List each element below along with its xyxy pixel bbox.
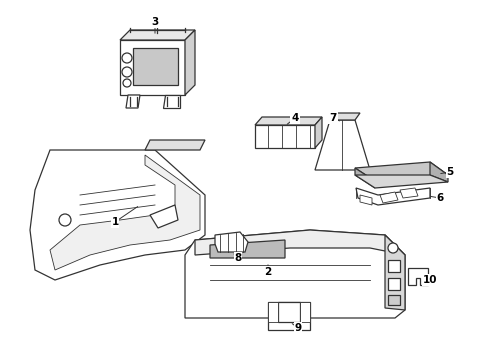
Polygon shape [255,117,322,125]
Polygon shape [50,155,200,270]
Polygon shape [185,30,195,95]
Circle shape [123,79,131,87]
Polygon shape [30,150,205,280]
Polygon shape [408,268,428,285]
Polygon shape [120,30,195,40]
Polygon shape [133,48,178,85]
Polygon shape [120,40,185,95]
Polygon shape [163,95,180,108]
Polygon shape [355,168,375,188]
Polygon shape [268,302,310,330]
Polygon shape [315,120,370,170]
Polygon shape [126,95,140,108]
Polygon shape [360,195,372,205]
Text: 7: 7 [329,113,337,123]
Polygon shape [278,302,300,322]
Polygon shape [145,140,205,150]
Polygon shape [356,188,430,205]
Text: 4: 4 [292,113,299,123]
Text: 5: 5 [446,167,454,177]
Polygon shape [380,192,398,203]
Circle shape [59,214,71,226]
Polygon shape [150,205,178,228]
Polygon shape [210,240,285,258]
Polygon shape [255,125,315,148]
Text: 3: 3 [151,17,159,27]
Polygon shape [355,162,448,181]
Polygon shape [300,302,310,322]
Polygon shape [388,295,400,305]
Polygon shape [330,113,360,120]
Text: 10: 10 [423,275,437,285]
Polygon shape [195,230,405,255]
Polygon shape [385,235,405,310]
Polygon shape [400,188,418,198]
Polygon shape [430,162,448,182]
Circle shape [122,67,132,77]
Text: 9: 9 [294,323,301,333]
Circle shape [122,53,132,63]
Circle shape [388,243,398,253]
Polygon shape [315,117,322,148]
Text: 1: 1 [111,217,119,227]
Text: 6: 6 [437,193,443,203]
Text: 8: 8 [234,253,242,263]
Polygon shape [355,175,448,188]
Polygon shape [268,302,278,322]
Polygon shape [388,260,400,272]
Polygon shape [185,230,405,318]
Text: 2: 2 [265,267,271,277]
Polygon shape [388,278,400,290]
Polygon shape [215,232,248,252]
